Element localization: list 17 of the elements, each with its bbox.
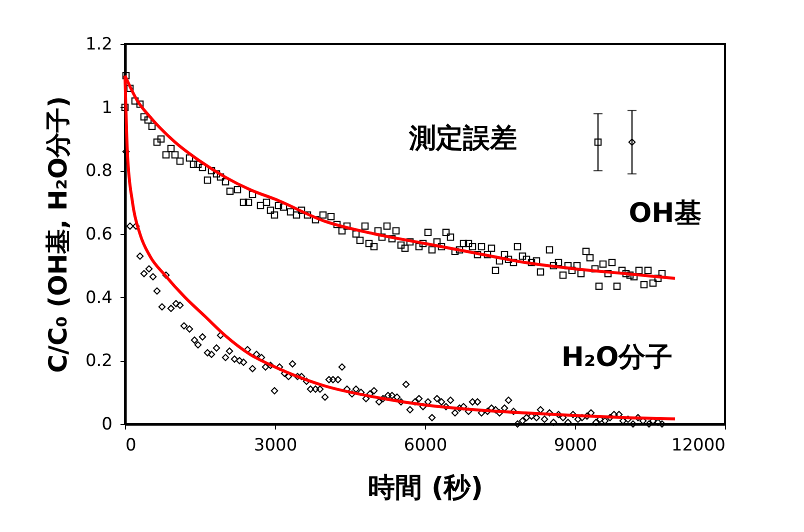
y-tick-label: 1 <box>102 98 112 118</box>
y-tick-label: 0.6 <box>85 224 112 244</box>
y-tick-label: 1.2 <box>85 34 112 54</box>
y-axis-title: C/C₀ (OH基, H₂O分子) <box>43 96 72 373</box>
series-label: OH基 <box>628 198 702 229</box>
annotation: 測定誤差 <box>408 123 517 154</box>
series-label: H₂O分子 <box>561 342 673 373</box>
x-tick-label: 0 <box>126 436 136 456</box>
x-tick-label: 6000 <box>404 436 448 456</box>
x-tick-label: 3000 <box>254 436 298 456</box>
x-axis-title: 時間 (秒) <box>368 472 484 504</box>
y-tick-label: 0 <box>102 414 112 434</box>
x-tick-label: 12000 <box>671 436 726 456</box>
x-tick-label: 9000 <box>554 436 598 456</box>
y-tick-label: 0.8 <box>85 161 112 182</box>
y-tick-label: 0.4 <box>85 288 112 308</box>
y-tick-label: 0.2 <box>85 351 112 372</box>
